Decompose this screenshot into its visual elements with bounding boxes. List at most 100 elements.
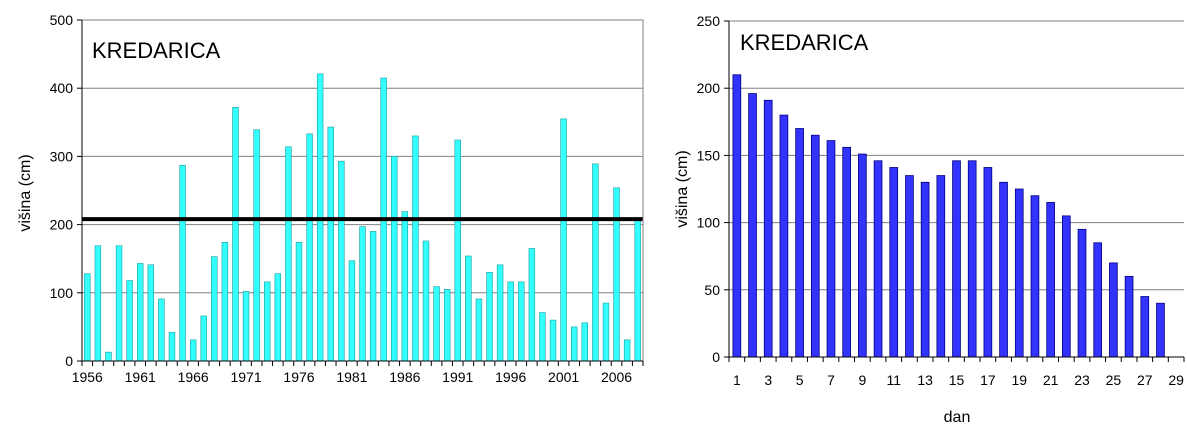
chart-left-x-tick-label: 1996 xyxy=(495,369,526,385)
chart-right-x-tick-label: 29 xyxy=(1168,372,1184,388)
chart-left-bar xyxy=(295,242,303,362)
chart-right-bar xyxy=(936,175,946,358)
chart-left-bar xyxy=(401,211,409,362)
chart-right-bar xyxy=(763,99,773,358)
chart-right-bar xyxy=(1124,275,1134,358)
chart-right-bar xyxy=(1014,188,1024,358)
chart-left-x-tick-label: 1986 xyxy=(389,369,420,385)
chart-left-bar xyxy=(168,332,176,362)
chart-right-x-tick-label: 21 xyxy=(1043,372,1059,388)
chart-left-bar xyxy=(613,187,620,362)
chart-right-bar xyxy=(952,160,961,358)
chart-left-bar xyxy=(306,133,313,362)
chart-left-bar xyxy=(359,226,366,362)
chart-left-bar xyxy=(549,319,557,362)
chart-right-bar xyxy=(920,181,930,358)
chart-right-bar xyxy=(873,160,883,358)
chart-left-x-tick-label: 1991 xyxy=(442,369,473,385)
chart-left-bar xyxy=(274,273,282,362)
chart-left-bar xyxy=(147,264,155,362)
chart-left-bar xyxy=(634,217,641,362)
chart-left-bar xyxy=(137,263,144,362)
chart-left-bar xyxy=(158,298,165,362)
chart-right-x-tick-label: 11 xyxy=(886,372,901,388)
chart-right-bar xyxy=(1046,202,1055,358)
chart-right-x-tick-label: 27 xyxy=(1137,372,1153,388)
chart-right-x-axis-label: dan xyxy=(944,409,971,426)
chart-right-bar xyxy=(1140,296,1150,358)
chart-left-bar xyxy=(465,255,472,362)
chart-left-bar xyxy=(592,163,599,362)
chart-right-bar xyxy=(858,153,867,358)
chart-left-bar xyxy=(391,156,398,362)
chart-left-bar xyxy=(338,160,345,362)
chart-right-x-tick-label: 19 xyxy=(1011,372,1027,388)
chart-right-x-tick-label: 5 xyxy=(796,372,804,388)
chart-left-bar xyxy=(264,281,271,362)
chart-right-x-tick-label: 17 xyxy=(980,372,996,388)
chart-right-y-tick-label: 0 xyxy=(712,349,720,365)
chart-left-bar xyxy=(189,339,197,362)
chart-right-x-tick-label: 7 xyxy=(827,372,835,388)
chart-left-bar xyxy=(507,281,514,362)
chart-right-bar xyxy=(1156,302,1165,358)
chart-right-bar xyxy=(1030,195,1040,358)
chart-right-bar xyxy=(1109,262,1118,358)
chart-right-bar xyxy=(842,146,851,358)
chart-left-bar xyxy=(581,322,588,362)
chart-left-bar xyxy=(242,291,250,362)
chart-left-bar xyxy=(221,242,229,362)
chart-left-bar xyxy=(518,281,525,362)
chart-left-bar xyxy=(454,139,461,362)
chart-right-bar xyxy=(795,128,804,358)
chart-right-y-tick-label: 100 xyxy=(697,215,721,231)
chart-right-x-tick-label: 13 xyxy=(917,372,933,388)
chart-left-bar xyxy=(84,273,91,362)
chart-left-bar xyxy=(115,245,123,362)
chart-right-bar xyxy=(1077,228,1087,358)
chart-left-bar xyxy=(94,245,102,362)
chart-left-bar xyxy=(412,135,419,362)
chart-left-bar xyxy=(539,312,546,362)
chart-left-x-tick-label: 1976 xyxy=(283,369,314,385)
chart-left-bar xyxy=(475,298,483,362)
chart-right-bar xyxy=(983,167,993,358)
chart-left-bar xyxy=(528,248,536,362)
chart-left-bar xyxy=(623,339,631,362)
chart-left-title: KREDARICA xyxy=(92,38,221,63)
chart-left-x-tick-label: 1956 xyxy=(72,369,103,385)
chart-right-bar xyxy=(748,93,757,358)
chart-left-bar xyxy=(253,129,260,362)
chart-right-bar xyxy=(889,167,899,358)
chart-right-y-tick-label: 150 xyxy=(697,147,721,163)
chart-left: 0 100 200 300 400 500 1956 1961 1966 1971 1976 198… xyxy=(17,12,644,385)
chart-right-x-tick-label: 9 xyxy=(858,372,866,388)
chart-left-bar xyxy=(486,272,493,362)
chart-right-bar xyxy=(905,175,914,358)
chart-left-bar xyxy=(105,351,112,362)
chart-left-bar xyxy=(369,231,377,362)
chart-left-x-tick-label: 2006 xyxy=(601,369,632,385)
chart-left-y-tick-label: 300 xyxy=(50,148,74,164)
chart-right-x-tick-label: 1 xyxy=(733,372,741,388)
chart-left-x-tick-label: 2001 xyxy=(548,369,579,385)
chart-right-x-tick-label: 3 xyxy=(764,372,772,388)
chart-left-bar xyxy=(126,280,133,362)
chart-left-bar xyxy=(200,315,207,362)
chart-left-bar xyxy=(285,146,292,362)
chart-right-y-axis-label: višina (cm) xyxy=(674,150,691,227)
chart-left-bar xyxy=(232,106,239,362)
chart-left-y-tick-label: 100 xyxy=(50,285,74,301)
chart-left-bar xyxy=(496,264,504,362)
chart-right-bar xyxy=(826,140,836,358)
chart-left-y-tick-label: 200 xyxy=(50,217,74,233)
chart-left-bar xyxy=(327,126,334,362)
chart-right-x-tick-label: 25 xyxy=(1106,372,1122,388)
chart-left-bar xyxy=(348,260,356,362)
chart-left-bar xyxy=(602,302,610,362)
chart-left-y-axis-label: višina (cm) xyxy=(17,154,34,231)
chart-left-x-tick-label: 1966 xyxy=(178,369,209,385)
chart-right-bar xyxy=(732,74,742,358)
chart-left-x-tick-label: 1971 xyxy=(230,369,261,385)
